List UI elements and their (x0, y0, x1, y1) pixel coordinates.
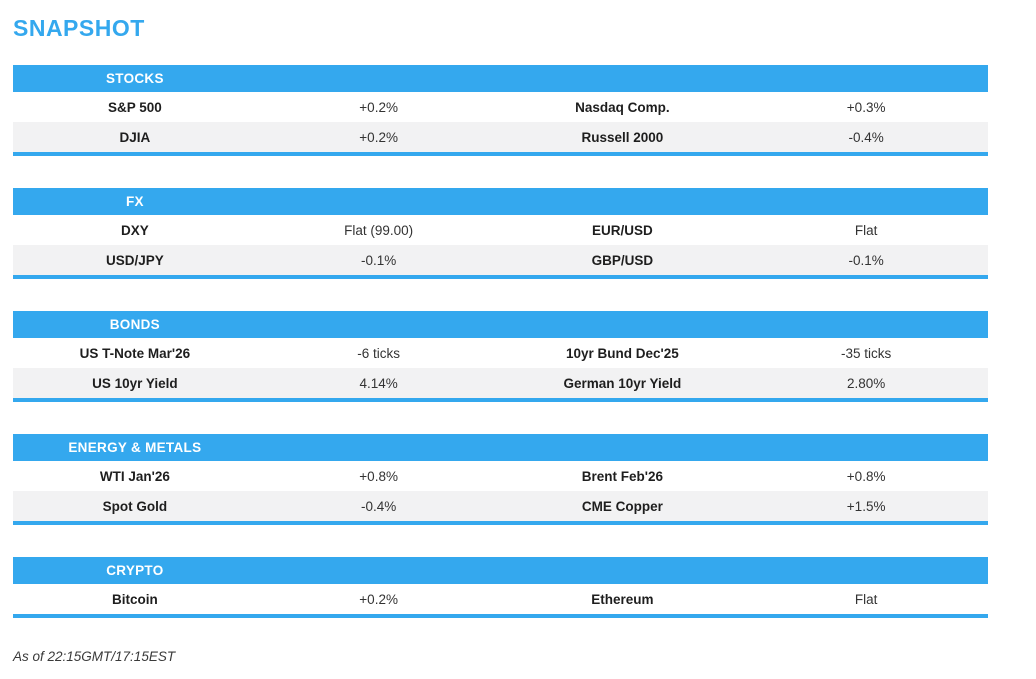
instrument-value: -0.1% (848, 252, 884, 268)
section-header-energy-metals: ENERGY & METALS (13, 434, 988, 461)
section-title: FX (125, 194, 144, 209)
instrument-label: GBP/USD (591, 252, 654, 268)
instrument-value: -35 ticks (840, 345, 892, 361)
table-row: US 10yr Yield 4.14% German 10yr Yield 2.… (13, 368, 988, 398)
section-title: ENERGY & METALS (68, 440, 202, 455)
instrument-value: +0.8% (359, 468, 398, 484)
instrument-value: -0.1% (360, 252, 397, 268)
timestamp-note: As of 22:15GMT/17:15EST (13, 649, 176, 664)
instrument-value: -0.4% (360, 498, 397, 514)
instrument-label: WTI Jan'26 (99, 468, 170, 484)
section-stocks: STOCKS S&P 500 +0.2% Nasdaq Comp. +0.3% … (13, 65, 988, 156)
instrument-value: +0.2% (359, 99, 398, 115)
instrument-value: +0.2% (359, 129, 398, 145)
table-row: WTI Jan'26 +0.8% Brent Feb'26 +0.8% (13, 461, 988, 491)
section-header-bonds: BONDS (13, 311, 988, 338)
instrument-label: EUR/USD (591, 222, 653, 238)
section-header-stocks: STOCKS (13, 65, 988, 92)
instrument-label: S&P 500 (107, 99, 162, 115)
instrument-label: Brent Feb'26 (581, 468, 663, 484)
instrument-label: Nasdaq Comp. (575, 99, 670, 115)
section-title: BONDS (109, 317, 160, 332)
instrument-label: 10yr Bund Dec'25 (565, 345, 679, 361)
instrument-label: CME Copper (581, 498, 663, 514)
instrument-label: German 10yr Yield (563, 375, 682, 391)
page-title: SNAPSHOT (13, 15, 145, 41)
instrument-value: -6 ticks (357, 345, 400, 361)
section-header-fx: FX (13, 188, 988, 215)
instrument-label: Spot Gold (102, 498, 168, 514)
snapshot-page: SNAPSHOT STOCKS S&P 500 +0.2% Nasdaq Com… (13, 15, 988, 664)
section-title: CRYPTO (106, 563, 164, 578)
instrument-label: Bitcoin (112, 591, 158, 607)
section-crypto: CRYPTO Bitcoin +0.2% Ethereum Flat (13, 557, 988, 618)
section-title: STOCKS (105, 71, 164, 86)
section-energy-metals: ENERGY & METALS WTI Jan'26 +0.8% Brent F… (13, 434, 988, 525)
instrument-label: DXY (120, 222, 149, 238)
instrument-value: -0.4% (848, 129, 884, 145)
instrument-value: +0.2% (359, 591, 398, 607)
section-fx: FX DXY Flat (99.00) EUR/USD Flat USD/JPY… (13, 188, 988, 279)
instrument-label: US 10yr Yield (92, 375, 178, 391)
table-row: USD/JPY -0.1% GBP/USD -0.1% (13, 245, 988, 275)
instrument-label: DJIA (119, 129, 151, 145)
section-bonds: BONDS US T-Note Mar'26 -6 ticks 10yr Bun… (13, 311, 988, 402)
instrument-label: US T-Note Mar'26 (79, 345, 191, 361)
instrument-label: Russell 2000 (581, 129, 664, 145)
instrument-value: +1.5% (846, 498, 886, 514)
instrument-value: 2.80% (846, 375, 886, 391)
table-row: DJIA +0.2% Russell 2000 -0.4% (13, 122, 988, 152)
instrument-value: 4.14% (359, 375, 398, 391)
instrument-value: +0.3% (846, 99, 886, 115)
section-header-crypto: CRYPTO (13, 557, 988, 584)
instrument-value: +0.8% (846, 468, 886, 484)
instrument-value: Flat (99.00) (344, 222, 414, 238)
table-row: US T-Note Mar'26 -6 ticks 10yr Bund Dec'… (13, 338, 988, 368)
instrument-value: Flat (854, 222, 878, 238)
table-row: Spot Gold -0.4% CME Copper +1.5% (13, 491, 988, 521)
table-row: S&P 500 +0.2% Nasdaq Comp. +0.3% (13, 92, 988, 122)
instrument-label: Ethereum (591, 591, 654, 607)
instrument-label: USD/JPY (105, 252, 164, 268)
instrument-value: Flat (854, 591, 878, 607)
table-row: DXY Flat (99.00) EUR/USD Flat (13, 215, 988, 245)
table-row: Bitcoin +0.2% Ethereum Flat (13, 584, 988, 614)
